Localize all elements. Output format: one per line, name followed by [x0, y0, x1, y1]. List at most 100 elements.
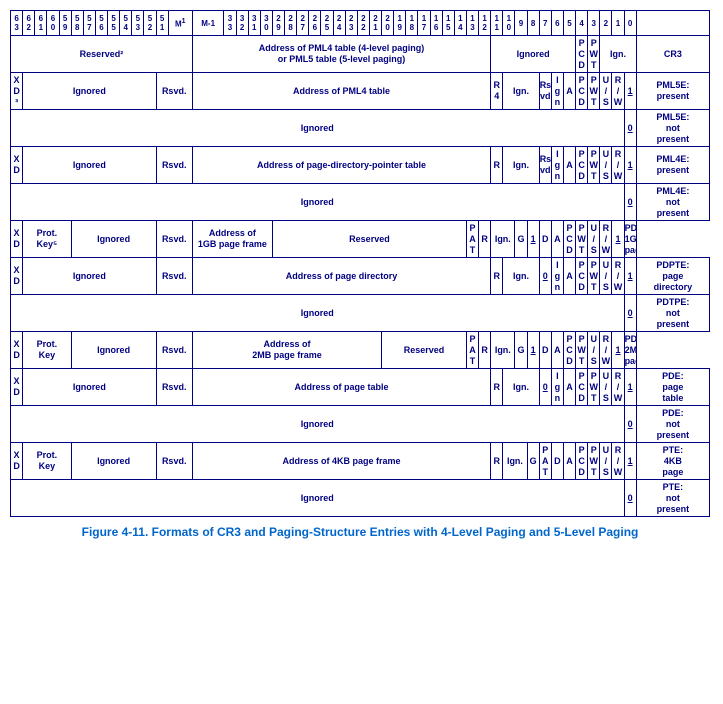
pte-rw: R/W — [612, 443, 624, 480]
pml4e-ignored: Ignored — [23, 147, 156, 184]
bit-55: 55 — [108, 11, 120, 36]
row-pde-notpresent: Ignored 0 PDE:notpresent — [11, 406, 710, 443]
pte-d: D — [551, 443, 563, 480]
pdptedir-rw: R/W — [612, 258, 624, 295]
pte-one: 1 — [624, 443, 636, 480]
pdetab-ign2: Ign — [551, 369, 563, 406]
pml4e-address: Address of page-directory-pointer table — [192, 147, 490, 184]
label-pml4e-present: PML4E:present — [636, 147, 709, 184]
pml5e-ign2: Ign — [551, 73, 563, 110]
row-pde-2mb: XD Prot.Key Ignored Rsvd. Address of2MB … — [11, 332, 710, 369]
pde2mb-g: G — [515, 332, 527, 369]
bit-11: 11 — [491, 11, 503, 36]
pdptedir-ign: Ign. — [503, 258, 539, 295]
pde2mb-reserved: Reserved — [382, 332, 467, 369]
row-pte-4kb: XD Prot.Key Ignored Rsvd. Address of 4KB… — [11, 443, 710, 480]
bit-10: 10 — [503, 11, 515, 36]
pdpte-np-ignored: Ignored — [11, 295, 625, 332]
row-pte-notpresent: Ignored 0 PTE:notpresent — [11, 480, 710, 517]
pdpte1gb-protkey: Prot.Key⁵ — [23, 221, 72, 258]
pdpte1gb-rw: R/W — [600, 221, 612, 258]
bit-59: 59 — [59, 11, 71, 36]
bit-6: 6 — [551, 11, 563, 36]
bit-60: 60 — [47, 11, 59, 36]
row-pml5e-present: XD³ Ignored Rsvd. Address of PML4 table … — [11, 73, 710, 110]
pdpte1gb-r: R — [479, 221, 491, 258]
pdetab-ign: Ign. — [503, 369, 539, 406]
pml5e-one: 1 — [624, 73, 636, 110]
pdetab-one: 1 — [624, 369, 636, 406]
bit-30: 30 — [260, 11, 272, 36]
bit-23: 23 — [345, 11, 357, 36]
cr3-reserved: Reserved² — [11, 36, 193, 73]
bit-57: 57 — [83, 11, 95, 36]
paging-table: 63 62 61 60 59 58 57 56 55 54 53 52 51 M… — [10, 10, 710, 517]
bit-20: 20 — [382, 11, 394, 36]
bit-9: 9 — [515, 11, 527, 36]
bit-13: 13 — [466, 11, 478, 36]
bit-29: 29 — [272, 11, 284, 36]
row-pml4e-present: XD Ignored Rsvd. Address of page-directo… — [11, 147, 710, 184]
pdpte1gb-g: G — [515, 221, 527, 258]
pde2mb-ignored: Ignored — [71, 332, 156, 369]
bit-22: 22 — [357, 11, 369, 36]
pde2mb-pwt: PWT — [576, 332, 588, 369]
label-pte-notpresent: PTE:notpresent — [636, 480, 709, 517]
pml5e-rsvd2: Rsvd — [539, 73, 551, 110]
bit-14: 14 — [454, 11, 466, 36]
pml5e-ignored: Ignored — [23, 73, 156, 110]
pml5e-np-zero: 0 — [624, 110, 636, 147]
pte-g: G — [527, 443, 539, 480]
pdpte1gb-pat: PAT — [466, 221, 478, 258]
pde2mb-ign: Ign. — [491, 332, 515, 369]
pdpte-np-zero: 0 — [624, 295, 636, 332]
bit-3: 3 — [588, 11, 600, 36]
pdptedir-rsvd: Rsvd. — [156, 258, 192, 295]
label-pde-notpresent: PDE:notpresent — [636, 406, 709, 443]
pde2mb-a: A — [551, 332, 563, 369]
pdetab-address: Address of page table — [192, 369, 490, 406]
pdpte1gb-one2: 1 — [612, 221, 624, 258]
pdptedir-a: A — [563, 258, 575, 295]
pml4e-rw: R/W — [612, 147, 624, 184]
bit-63: 63 — [11, 11, 23, 36]
pml4e-one: 1 — [624, 147, 636, 184]
pde-np-zero: 0 — [624, 406, 636, 443]
pml4e-us: U/S — [600, 147, 612, 184]
pde2mb-one: 1 — [527, 332, 539, 369]
pdpte1gb-reserved: Reserved — [272, 221, 466, 258]
label-pml4e-notpresent: PML4E:notpresent — [636, 184, 709, 221]
pdpte1gb-ignored: Ignored — [71, 221, 156, 258]
pte-np-zero: 0 — [624, 480, 636, 517]
label-pdpte-dir: PDPTE:pagedirectory — [636, 258, 709, 295]
pml4e-rsvd2: Rsvd — [539, 147, 551, 184]
pdptedir-ign2: Ign — [551, 258, 563, 295]
pde2mb-address: Address of2MB page frame — [192, 332, 381, 369]
row-pml5e-notpresent: Ignored 0 PML5E:notpresent — [11, 110, 710, 147]
bit-25: 25 — [321, 11, 333, 36]
pdptedir-zero: 0 — [539, 258, 551, 295]
bit-52: 52 — [144, 11, 156, 36]
pde2mb-xd: XD — [11, 332, 23, 369]
pdpte1gb-pcd: PCD — [563, 221, 575, 258]
label-pml5e-present: PML5E:present — [636, 73, 709, 110]
pte-ign: Ign. — [503, 443, 527, 480]
bit-12: 12 — [479, 11, 491, 36]
pdetab-rw: R/W — [612, 369, 624, 406]
pte-protkey: Prot.Key — [23, 443, 72, 480]
row-cr3: Reserved² Address of PML4 table (4-level… — [11, 36, 710, 73]
bit-5: 5 — [563, 11, 575, 36]
pte-r: R — [491, 443, 503, 480]
bit-4: 4 — [576, 11, 588, 36]
pdetab-us: U/S — [600, 369, 612, 406]
bit-58: 58 — [71, 11, 83, 36]
pte-us: U/S — [600, 443, 612, 480]
pml4e-ign: Ign. — [503, 147, 539, 184]
bit-17: 17 — [418, 11, 430, 36]
pdptedir-address: Address of page directory — [192, 258, 490, 295]
pde-np-ignored: Ignored — [11, 406, 625, 443]
bit-32: 32 — [236, 11, 248, 36]
pml5e-rw: R/W — [612, 73, 624, 110]
pde2mb-one2: 1 — [612, 332, 624, 369]
pde2mb-pcd: PCD — [563, 332, 575, 369]
